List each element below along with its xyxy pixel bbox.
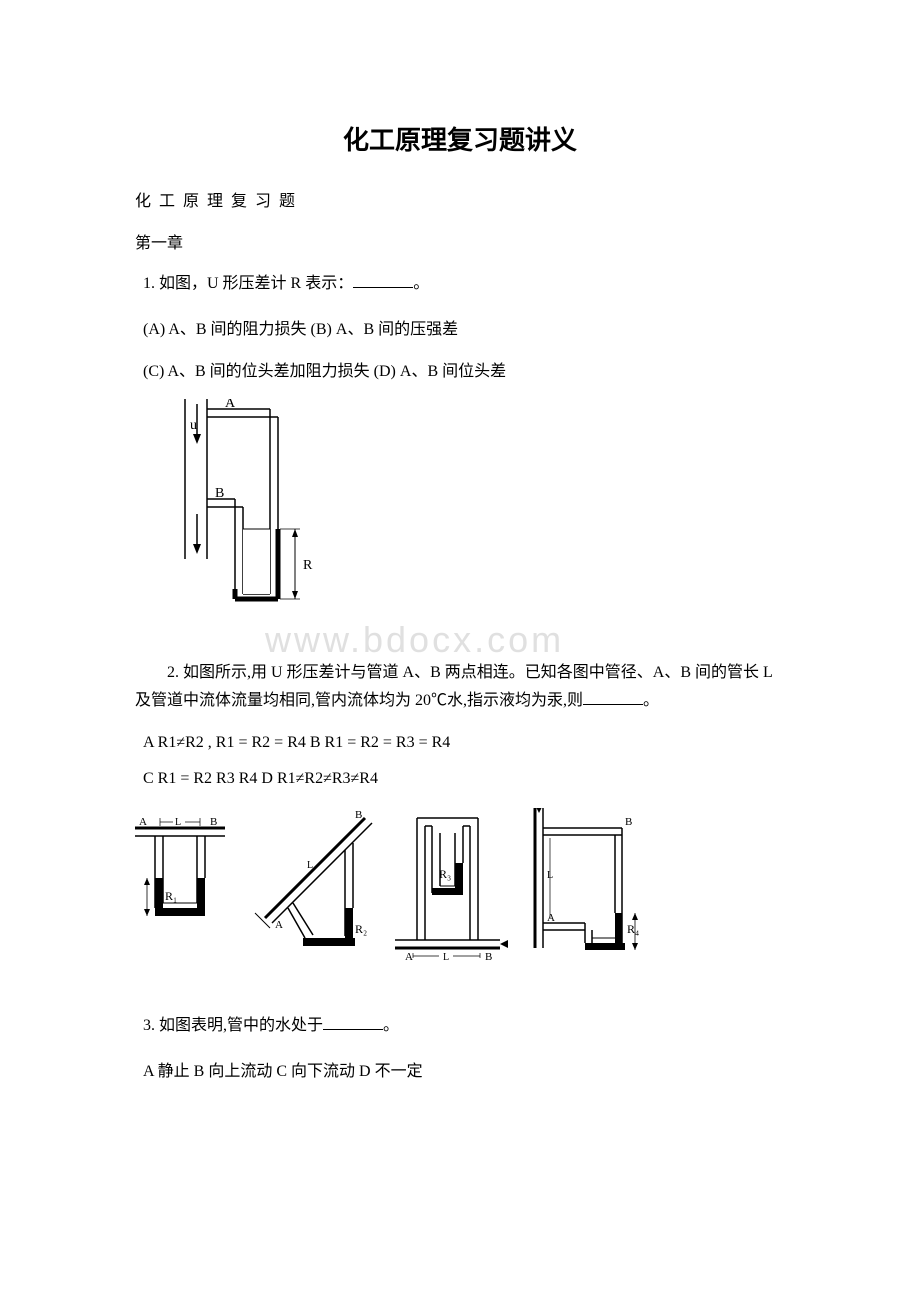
q1-opt1: (A) A、B 间的阻力损失 (B) A、B 间的压强差 [135, 315, 785, 339]
q1-blank [353, 272, 413, 288]
fig2-2-b: B [355, 809, 362, 821]
chapter: 第一章 [135, 229, 785, 253]
fig2-r4: R₄ [627, 922, 639, 936]
page-title: 化工原理复习题讲义 [135, 120, 785, 157]
q2-text: 2. 如图所示,用 U 形压差计与管道 A、B 两点相连。已知各图中管径、A、B… [135, 659, 785, 717]
figure-1: u A B R www.bdocx.com [175, 399, 375, 649]
fig2-1-l: L [175, 817, 181, 828]
fig2-2-a: A [275, 919, 283, 931]
fig1-u-label: u [190, 418, 197, 433]
q2-blank [583, 689, 643, 705]
fig2-3-b: B [485, 951, 492, 963]
q1-text: 1. 如图，U 形压差计 R 表示：。 [135, 271, 785, 297]
q2-opt1: A R1≠R2 , R1 = R2 = R4 B R1 = R2 = R3 = … [135, 734, 785, 752]
fig2-3-l: L [443, 952, 449, 963]
fig2-1-b: B [210, 816, 217, 828]
q3-blank [323, 1014, 383, 1030]
fig2-3-a: A [405, 951, 413, 963]
fig2-4-b: B [625, 816, 632, 828]
fig2-1-a: A [139, 816, 147, 828]
fig2-r2: R₂ [355, 922, 367, 936]
figure-2: A B L R₁ A B L R₂ [135, 808, 785, 983]
q3-text: 3. 如图表明,管中的水处于。 [135, 1013, 785, 1039]
fig1-b-label: B [215, 486, 224, 501]
fig2-r1: R₁ [165, 889, 177, 903]
q3-stem: 3. 如图表明,管中的水处于 [143, 1017, 323, 1034]
fig2-2-l: L [307, 860, 313, 871]
watermark: www.bdocx.com [265, 619, 564, 661]
q2-stem: 2. 如图所示,用 U 形压差计与管道 A、B 两点相连。已知各图中管径、A、B… [135, 664, 772, 710]
q2-opt2: C R1 = R2 R3 R4 D R1≠R2≠R3≠R4 [135, 770, 785, 788]
fig1-a-label: A [225, 399, 236, 411]
q1-opt2: (C) A、B 间的位头差加阻力损失 (D) A、B 间位头差 [135, 357, 785, 381]
fig1-r-label: R [303, 558, 313, 573]
fig2-4-a: A [547, 912, 555, 924]
q1-stem: 1. 如图，U 形压差计 R 表示： [143, 275, 353, 292]
q3-opt: A 静止 B 向上流动 C 向下流动 D 不一定 [135, 1057, 785, 1081]
subtitle: 化 工 原 理 复 习 题 [135, 187, 785, 211]
fig2-r3: R₃ [439, 867, 451, 881]
